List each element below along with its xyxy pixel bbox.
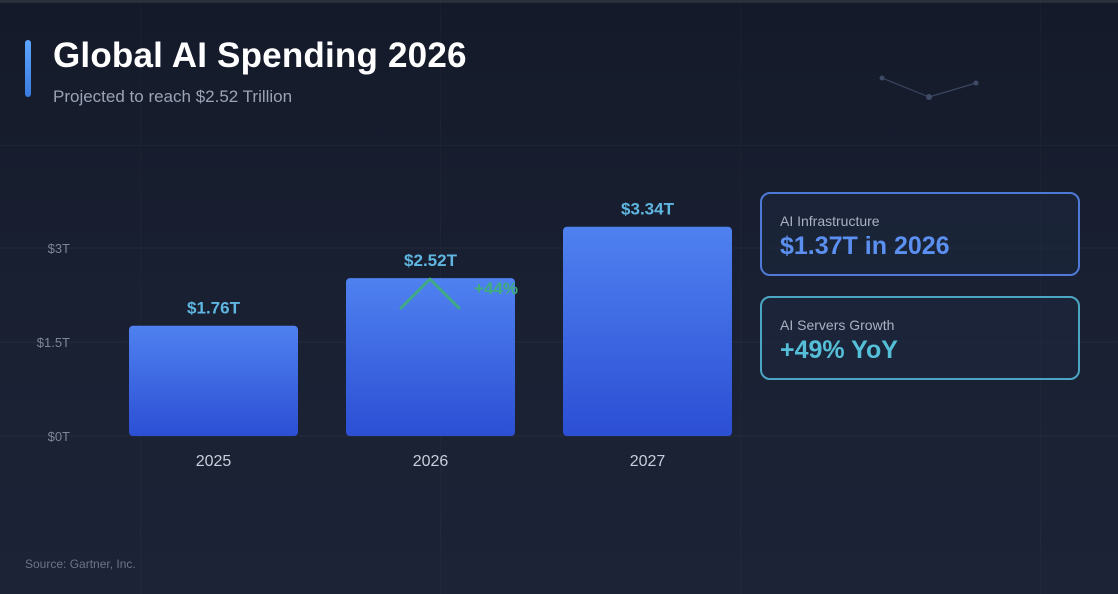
stat-card-label: AI Infrastructure — [780, 213, 880, 229]
bar-value-label: $3.34T — [621, 200, 675, 219]
page-title: Global AI Spending 2026 — [53, 36, 467, 75]
x-tick-label: 2027 — [630, 453, 666, 470]
stat-card-ai-servers-growth: AI Servers Growth +49% YoY — [760, 296, 1080, 380]
y-tick-label: $1.5T — [37, 335, 70, 350]
source-footnote: Source: Gartner, Inc. — [25, 557, 136, 571]
network-decoration-icon — [879, 75, 979, 100]
stat-card-value: +49% YoY — [780, 336, 898, 364]
y-tick-label: $3T — [48, 241, 70, 256]
bar-2026 — [346, 278, 515, 436]
bar-2025 — [129, 325, 298, 436]
stat-card-label: AI Servers Growth — [780, 317, 895, 333]
y-tick-label: $0T — [48, 429, 70, 444]
x-tick-label: 2025 — [196, 453, 232, 470]
bar-value-label: $1.76T — [187, 299, 241, 318]
chevron-up-icon — [399, 277, 461, 310]
bar-value-label: $2.52T — [404, 251, 458, 270]
stat-card-ai-infrastructure: AI Infrastructure $1.37T in 2026 — [760, 192, 1080, 276]
window-top-border — [0, 0, 1118, 3]
x-tick-label: 2026 — [413, 453, 449, 470]
title-accent-bar — [25, 40, 31, 97]
bar-2027 — [563, 226, 732, 436]
page-subtitle: Projected to reach $2.52 Trillion — [53, 87, 293, 106]
stat-card-value: $1.37T in 2026 — [780, 232, 950, 260]
growth-annotation: +44% — [474, 279, 518, 298]
